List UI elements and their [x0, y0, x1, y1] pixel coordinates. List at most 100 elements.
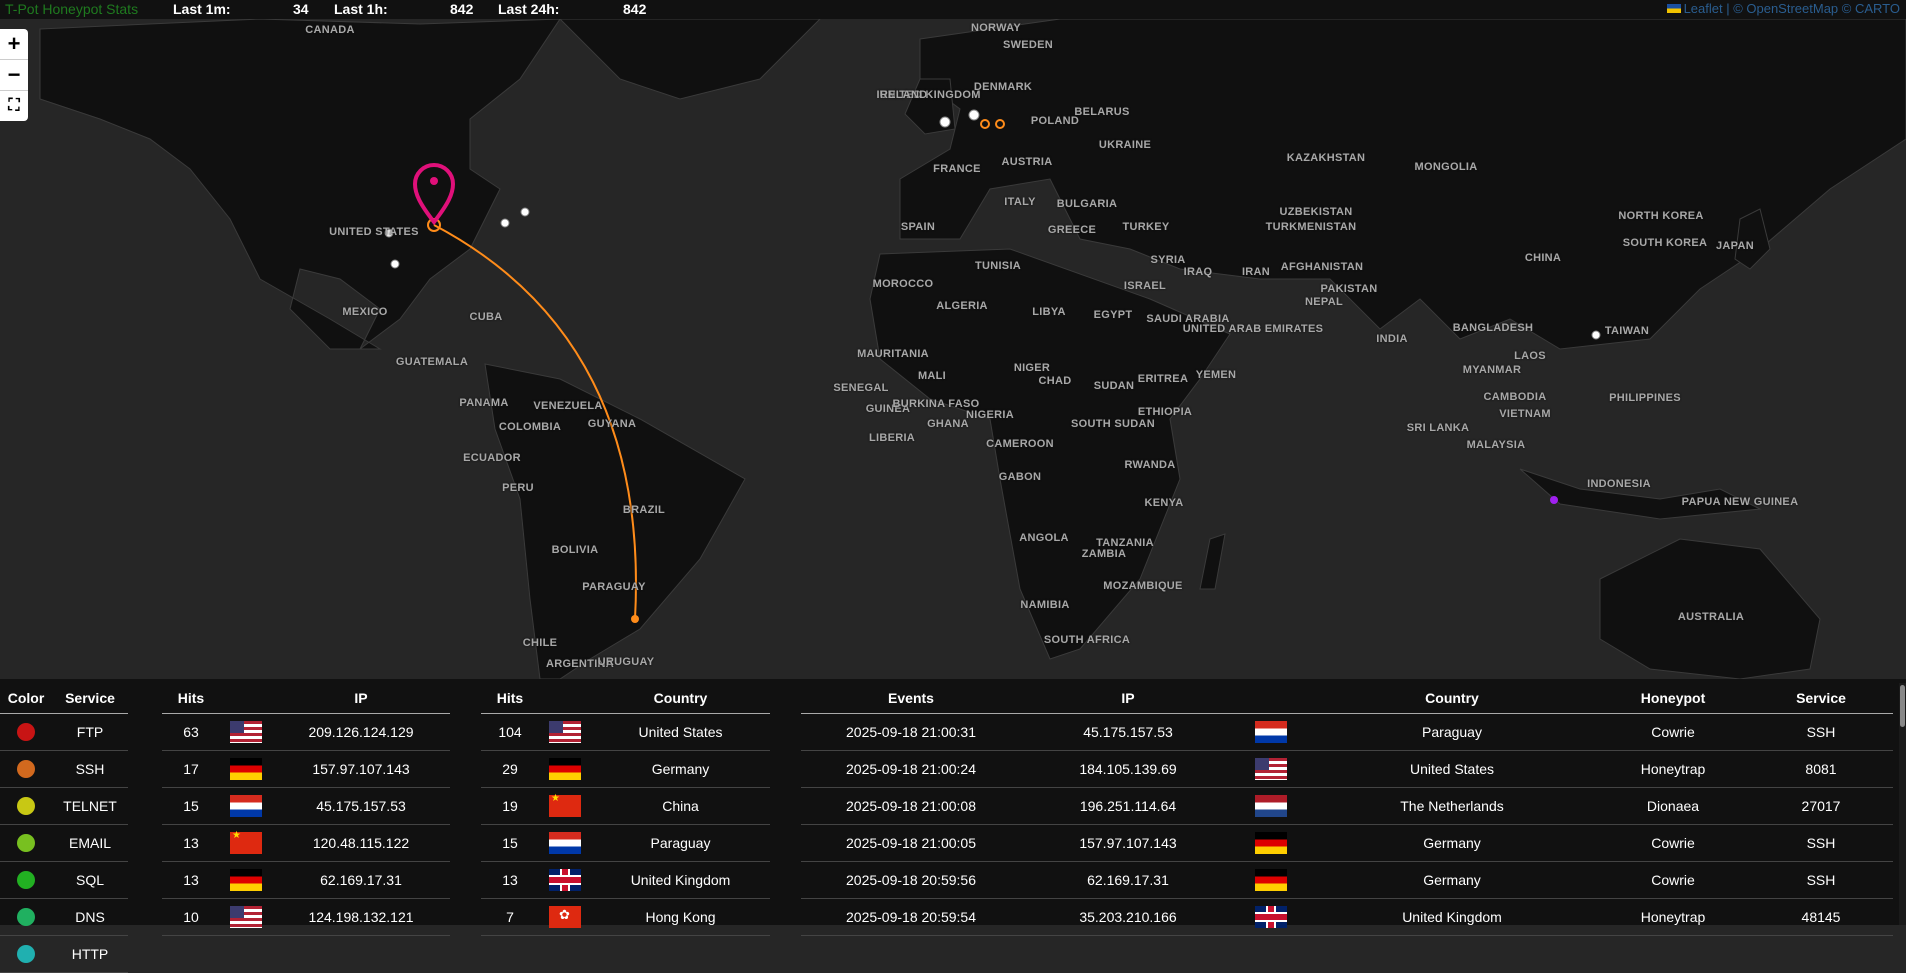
top_countries-hits-cell: 29: [481, 750, 539, 788]
country-label: ETHIOPIA: [1137, 406, 1193, 418]
events-ip-header: IP: [1021, 683, 1235, 714]
indonesia: [1519, 468, 1762, 520]
south-america: [484, 363, 746, 679]
country-label: NIGERIA: [966, 409, 1014, 421]
de-flag-icon: [230, 869, 262, 891]
country-label: UKRAINE: [1098, 139, 1152, 151]
country-label: CAMBODIA: [1483, 391, 1547, 403]
hk-flag-icon: [549, 906, 581, 928]
ukraine-flag-icon: [1666, 4, 1681, 13]
legend-service-name: TELNET: [52, 787, 128, 825]
country-label: BELARUS: [1074, 106, 1130, 118]
map-attribution[interactable]: Leaflet | © OpenStreetMap © CARTO: [1666, 1, 1900, 16]
country-label: CAMEROON: [986, 438, 1054, 450]
country-label: UNITED STATES: [329, 226, 419, 238]
legend-service-name: DNS: [52, 898, 128, 936]
gb-flag-icon: [1255, 906, 1287, 928]
top_countries-country-cell: Paraguay: [591, 824, 770, 862]
service-color-dot: [17, 723, 35, 742]
country-label: AUSTRALIA: [1677, 611, 1745, 623]
table-row: 104 United States: [481, 713, 770, 751]
table-row: 63 209.126.124.129: [162, 713, 450, 751]
de-flag-icon: [1255, 832, 1287, 854]
us-flag-icon: [549, 721, 581, 743]
legend-row: EMAIL: [0, 824, 128, 862]
table-row: 29 Germany: [481, 750, 770, 788]
nl-flag-icon: [1255, 795, 1287, 817]
country-label: CHAD: [1038, 375, 1072, 387]
legend-row: HTTP: [0, 935, 128, 973]
country-label: GABON: [998, 471, 1042, 483]
country-label: SRI LANKA: [1406, 422, 1470, 434]
service-color-dot: [17, 760, 35, 779]
country-label: LIBYA: [1032, 306, 1066, 318]
legend-row: FTP: [0, 713, 128, 751]
ips-ip-header: IP: [272, 683, 450, 714]
country-label: CHILE: [522, 637, 558, 649]
country-label: TUNISIA: [974, 260, 1022, 272]
top_countries-hits-cell: 15: [481, 824, 539, 862]
service-color-dot: [17, 834, 35, 853]
country-label: SOUTH KOREA: [1622, 237, 1708, 249]
event-dot: [968, 109, 980, 121]
events-service-cell: 8081: [1749, 750, 1893, 788]
country-label: NIGER: [1013, 362, 1051, 374]
legend-service-name: SSH: [52, 750, 128, 788]
country-label: ERITREA: [1137, 373, 1189, 385]
fullscreen-button[interactable]: ⛶: [8, 97, 20, 114]
top_ips-hits-cell: 10: [162, 898, 220, 936]
py-flag-icon: [549, 832, 581, 854]
table-row: 2025-09-18 21:00:24 184.105.139.69 United …: [801, 750, 1893, 788]
legend-row: DNS: [0, 898, 128, 936]
country-label: JAPAN: [1716, 240, 1754, 252]
country-label: SYRIA: [1150, 254, 1186, 266]
country-label: MONGOLIA: [1414, 161, 1478, 173]
event-dot: [500, 218, 510, 228]
zoom-in-button[interactable]: +: [0, 29, 28, 60]
table-row: 13 120.48.115.122: [162, 824, 450, 862]
de-flag-icon: [549, 758, 581, 780]
legend-row: SSH: [0, 750, 128, 788]
country-label: IRAQ: [1183, 266, 1213, 278]
table-row: 15 45.175.157.53: [162, 787, 450, 825]
events-honeypot-cell: Cowrie: [1597, 824, 1749, 862]
country-label: SAUDI ARABIA: [1146, 313, 1230, 325]
events-country-cell: Germany: [1307, 861, 1597, 899]
events-time-cell: 2025-09-18 21:00:31: [801, 713, 1021, 751]
country-label: LAOS: [1514, 350, 1546, 362]
events-ip-cell: 184.105.139.69: [1021, 750, 1235, 788]
scrollbar-thumb[interactable]: [1900, 685, 1905, 727]
country-label: CUBA: [469, 311, 503, 323]
country-label: MALI: [917, 370, 947, 382]
top_ips-ip-cell: 157.97.107.143: [272, 750, 450, 788]
country-label: COLOMBIA: [498, 421, 562, 433]
legend-row: SQL: [0, 861, 128, 899]
ips-hits-header: Hits: [162, 683, 220, 714]
country-label: BULGARIA: [1056, 198, 1118, 210]
country-label: VIETNAM: [1499, 408, 1551, 420]
country-label: IRELAND: [876, 89, 928, 101]
zoom-out-button[interactable]: −: [0, 60, 28, 91]
events-country-cell: United States: [1307, 750, 1597, 788]
country-label: INDIA: [1376, 333, 1408, 345]
attack-map[interactable]: CANADA UNITED STATES MEXICO CUBA GUATEMALA PA…: [0, 19, 1906, 679]
europe-asia: [899, 19, 1906, 350]
service-color-dot: [17, 908, 35, 927]
country-label: DENMARK: [973, 81, 1033, 93]
country-label: PERU: [502, 482, 534, 494]
events-honeypot-cell: Dionaea: [1597, 787, 1749, 825]
top_countries-hits-cell: 104: [481, 713, 539, 751]
country-label: BOLIVIA: [551, 544, 599, 556]
country-label: RWANDA: [1124, 459, 1176, 471]
events-time-cell: 2025-09-18 20:59:56: [801, 861, 1021, 899]
events-ip-cell: 35.203.210.166: [1021, 898, 1235, 936]
australia: [1599, 538, 1821, 679]
country-label: TAIWAN: [1604, 325, 1650, 337]
greenland: [559, 19, 821, 100]
panel-scrollbar[interactable]: [1899, 683, 1906, 925]
country-label: GUATEMALA: [395, 356, 469, 368]
table-row: 7 Hong Kong: [481, 898, 770, 936]
country-label: PARAGUAY: [582, 581, 646, 593]
table-row: 2025-09-18 20:59:56 62.169.17.31 Germany Co…: [801, 861, 1893, 899]
top_ips-hits-cell: 15: [162, 787, 220, 825]
